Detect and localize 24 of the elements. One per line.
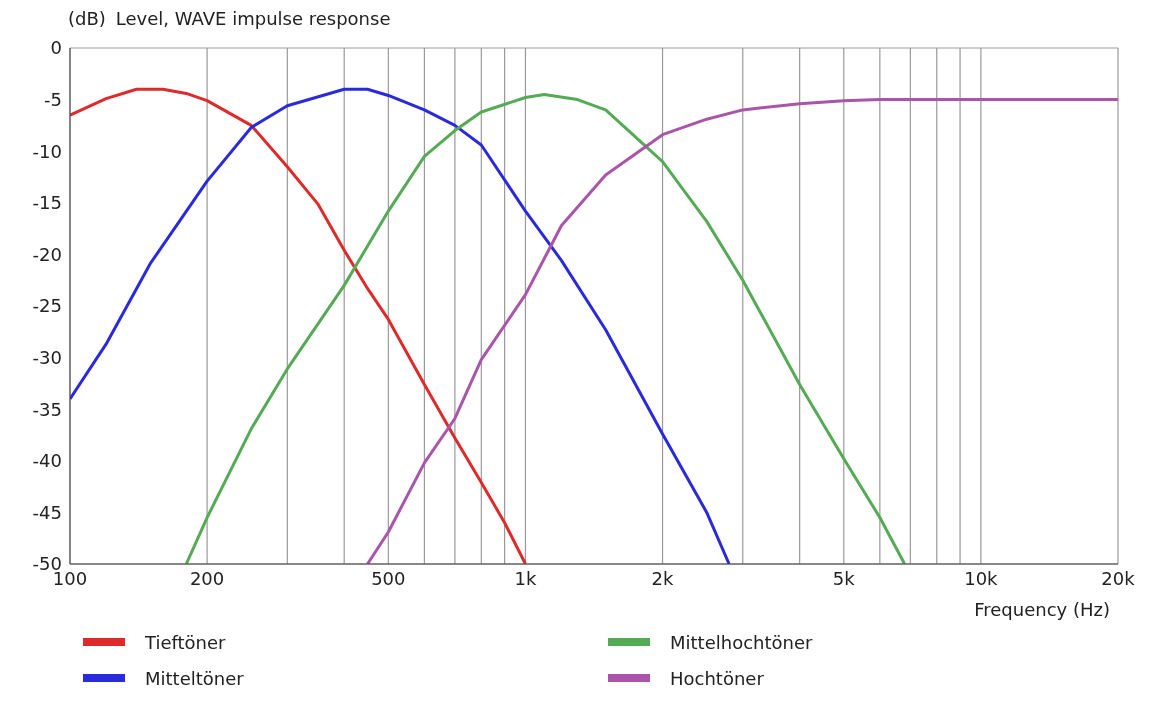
y-tick-label: -30 xyxy=(32,346,62,368)
y-tick-label: -10 xyxy=(32,140,62,162)
x-tick-label: 1k xyxy=(514,567,537,589)
x-tick-label: 20k xyxy=(1101,567,1136,589)
x-tick-label: 10k xyxy=(964,567,999,589)
y-tick-label: -5 xyxy=(44,88,62,110)
chart-title: Level, WAVE impulse response xyxy=(115,8,391,29)
x-axis-title: Frequency (Hz) xyxy=(974,599,1110,620)
x-tick-label: 2k xyxy=(651,567,675,589)
y-axis-title: (dB) xyxy=(68,8,106,29)
y-tick-label: -40 xyxy=(32,450,62,472)
legend-label: Hochtöner xyxy=(670,667,764,689)
x-tick-label: 200 xyxy=(189,567,225,589)
legend-label: Mittelhochtöner xyxy=(670,631,813,653)
y-tick-label: -15 xyxy=(32,192,62,214)
y-tick-label: 0 xyxy=(50,37,62,59)
y-tick-label: -35 xyxy=(32,398,62,420)
y-tick-label: -25 xyxy=(32,295,62,317)
x-tick-label: 5k xyxy=(832,567,856,589)
y-tick-label: -20 xyxy=(32,243,62,265)
legend-label: Tieftöner xyxy=(145,631,226,653)
x-tick-label: 500 xyxy=(371,567,406,589)
y-tick-label: -45 xyxy=(32,501,62,523)
legend-label: Mitteltöner xyxy=(145,667,244,689)
